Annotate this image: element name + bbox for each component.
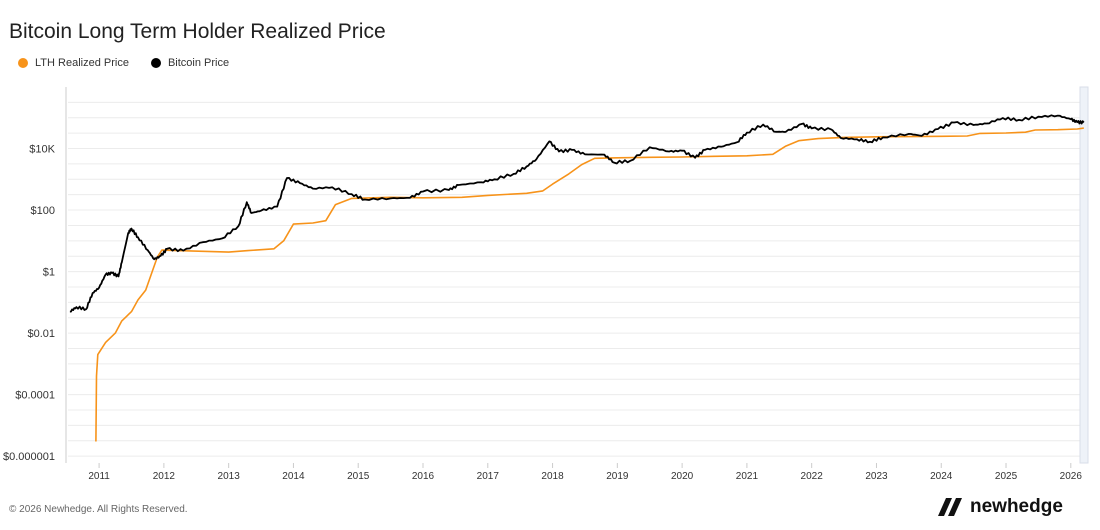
y-tick-label: $10K	[29, 144, 55, 156]
x-tick-label: 2025	[995, 471, 1018, 482]
x-tick-label: 2023	[865, 471, 888, 482]
x-tick-label: 2013	[218, 471, 241, 482]
series-lth-realized-price	[95, 127, 1084, 442]
legend-item-btc[interactable]: Bitcoin Price	[150, 57, 230, 69]
legend-label-btc: Bitcoin Price	[167, 57, 230, 69]
legend-item-lth[interactable]: LTH Realized Price	[18, 57, 129, 69]
y-tick-label: $100	[31, 205, 55, 217]
logo-icon	[938, 498, 962, 516]
series-bitcoin-price	[69, 114, 1085, 313]
x-tick-label: 2018	[541, 471, 564, 482]
y-tick-label: $0.000001	[3, 451, 55, 463]
y-tick-label: $0.0001	[15, 390, 55, 402]
copyright: © 2026 Newhedge. All Rights Reserved.	[9, 504, 188, 515]
x-tick-label: 2015	[347, 471, 370, 482]
x-tick-label: 2014	[282, 471, 305, 482]
y-tick-label: $1	[43, 267, 55, 279]
x-tick-label: 2019	[606, 471, 629, 482]
x-tick-label: 2011	[88, 471, 110, 482]
x-tick-label: 2017	[477, 471, 500, 482]
chart-title: Bitcoin Long Term Holder Realized Price	[9, 20, 386, 43]
x-tick-label: 2021	[736, 471, 759, 482]
x-tick-label: 2022	[801, 471, 824, 482]
legend-label-lth: LTH Realized Price	[35, 57, 129, 69]
x-tick-label: 2016	[412, 471, 435, 482]
x-tick-label: 2026	[1060, 471, 1083, 482]
legend: LTH Realized Price Bitcoin Price	[18, 57, 229, 69]
navigator-handle	[1079, 86, 1089, 464]
newhedge-logo[interactable]: newhedge	[938, 496, 1063, 518]
legend-marker-lth	[18, 58, 28, 68]
x-tick-label: 2012	[153, 471, 176, 482]
y-tick-label: $0.01	[27, 328, 55, 340]
logo-text: newhedge	[970, 496, 1063, 517]
x-tick-label: 2024	[930, 471, 953, 482]
x-tick-label: 2020	[671, 471, 694, 482]
legend-marker-btc	[150, 58, 161, 68]
